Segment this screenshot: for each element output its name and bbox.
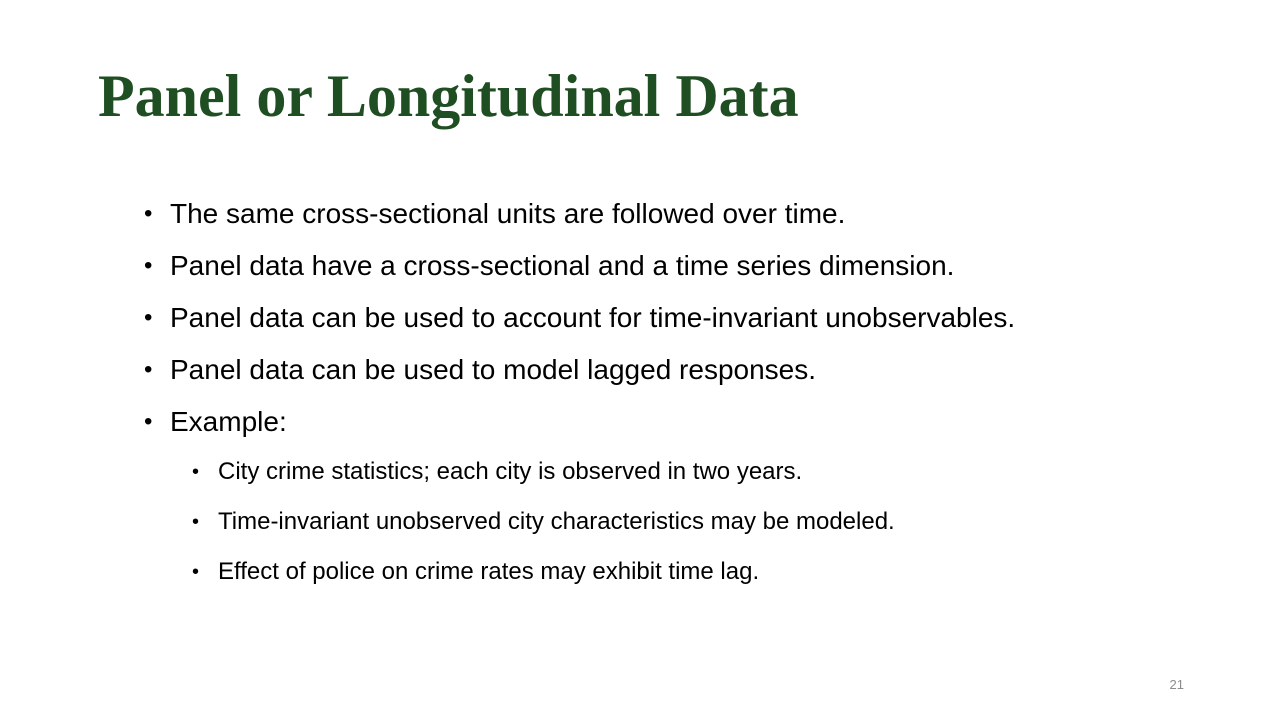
- bullet-glyph: •: [144, 252, 153, 279]
- bullet-glyph: •: [144, 304, 153, 331]
- bullet-item: • The same cross-sectional units are fol…: [144, 192, 1015, 236]
- bullet-glyph: •: [192, 561, 200, 583]
- bullet-glyph: •: [192, 511, 200, 533]
- bullet-item: • Example:: [144, 400, 1015, 444]
- bullet-text: Panel data have a cross-sectional and a …: [170, 250, 955, 281]
- bullet-item: • Panel data can be used to account for …: [144, 296, 1015, 340]
- bullet-item: • Panel data can be used to model lagged…: [144, 348, 1015, 392]
- sub-bullet-text: Time-invariant unobserved city character…: [218, 508, 895, 535]
- bullet-text: Panel data can be used to model lagged r…: [170, 354, 817, 385]
- bullet-text: The same cross-sectional units are follo…: [170, 198, 846, 229]
- bullet-text: Example:: [170, 406, 287, 437]
- bullet-glyph: •: [144, 200, 153, 227]
- bullet-text: Panel data can be used to account for ti…: [170, 302, 1016, 333]
- page-number: 21: [1169, 677, 1184, 692]
- bullet-glyph: •: [192, 461, 200, 483]
- sub-bullet-list: • City crime statistics; each city is ob…: [144, 452, 1015, 592]
- bullet-glyph: •: [144, 408, 153, 435]
- sub-bullet-text: Effect of police on crime rates may exhi…: [218, 558, 760, 585]
- sub-bullet-item: • Effect of police on crime rates may ex…: [192, 552, 1015, 592]
- sub-bullet-item: • City crime statistics; each city is ob…: [192, 452, 1015, 492]
- bullet-glyph: •: [144, 356, 153, 383]
- bullet-item: • Panel data have a cross-sectional and …: [144, 244, 1015, 288]
- sub-bullet-group: • City crime statistics; each city is ob…: [144, 452, 1015, 592]
- sub-bullet-item: • Time-invariant unobserved city charact…: [192, 502, 1015, 542]
- sub-bullet-text: City crime statistics; each city is obse…: [218, 458, 803, 485]
- slide-title: Panel or Longitudinal Data: [98, 63, 799, 129]
- bullet-list: • The same cross-sectional units are fol…: [144, 192, 1015, 602]
